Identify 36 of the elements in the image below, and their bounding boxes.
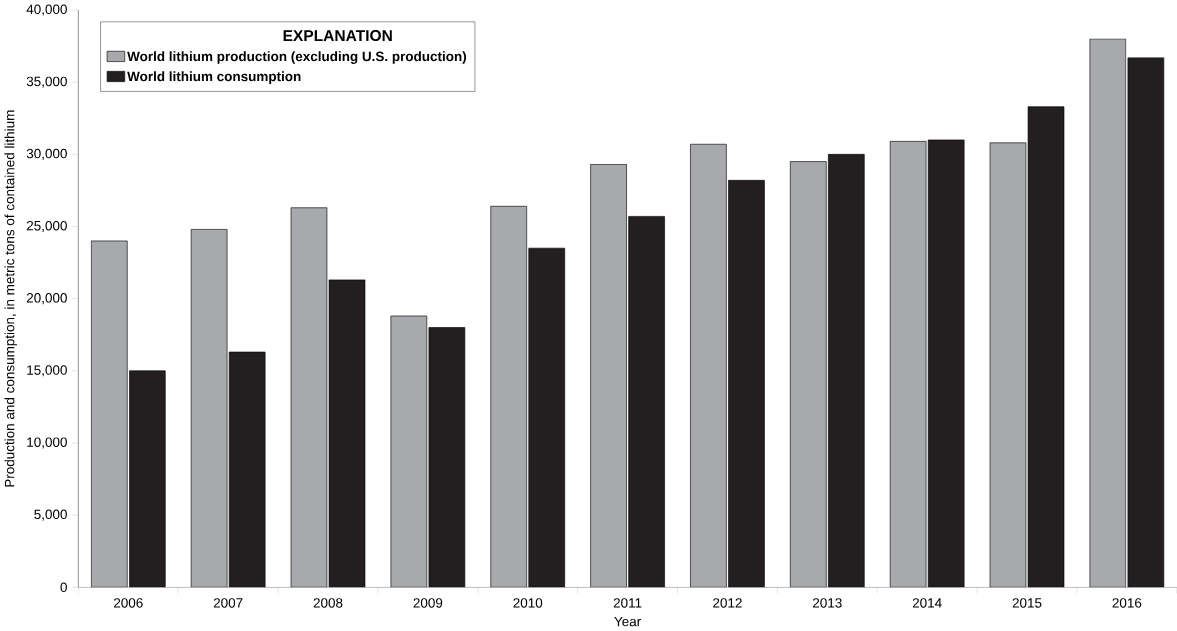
x-tick-label: 2011 <box>613 598 642 608</box>
y-tick-label: 40,000 <box>26 4 67 16</box>
bar <box>428 327 465 588</box>
x-tick-label: 2010 <box>513 598 543 608</box>
bar <box>628 216 665 588</box>
bar <box>928 140 965 588</box>
bar <box>329 280 365 588</box>
y-tick-label: 30,000 <box>26 148 67 161</box>
bar <box>828 154 865 588</box>
x-tick-label: 2015 <box>1012 598 1042 608</box>
x-tick-label: 2012 <box>713 598 742 608</box>
y-axis-title: Production and consumption, in metric tons of contained lithium <box>4 110 18 487</box>
y-tick-label: 5,000 <box>34 509 67 521</box>
y-tick-label: 0 <box>60 582 67 593</box>
y-tick-label: 15,000 <box>27 365 67 377</box>
bar <box>1127 57 1165 588</box>
x-axis-title: Year <box>614 617 641 627</box>
bar <box>1028 106 1064 588</box>
legend-title: EXPLANATION <box>283 30 392 42</box>
x-tick-label: 2008 <box>313 598 343 608</box>
y-tick-label: 25,000 <box>26 221 67 233</box>
x-tick-label: 2016 <box>1112 598 1142 608</box>
x-tick-label: 2014 <box>912 598 942 608</box>
bar <box>528 248 565 588</box>
bar <box>229 352 266 588</box>
x-tick-label: 2013 <box>813 598 842 608</box>
bar <box>129 370 166 588</box>
y-tick-label: 35,000 <box>26 76 67 88</box>
x-tick-label: 2009 <box>413 598 443 608</box>
legend-label: World lithium production (excluding U.S. production) <box>127 51 467 64</box>
y-tick-label: 10,000 <box>27 437 67 449</box>
legend-label: World lithium consumption <box>127 71 301 84</box>
bar <box>728 180 765 588</box>
y-tick-label: 20,000 <box>26 293 67 305</box>
x-tick-label: 2007 <box>213 598 243 608</box>
x-tick-label: 2006 <box>113 598 143 608</box>
